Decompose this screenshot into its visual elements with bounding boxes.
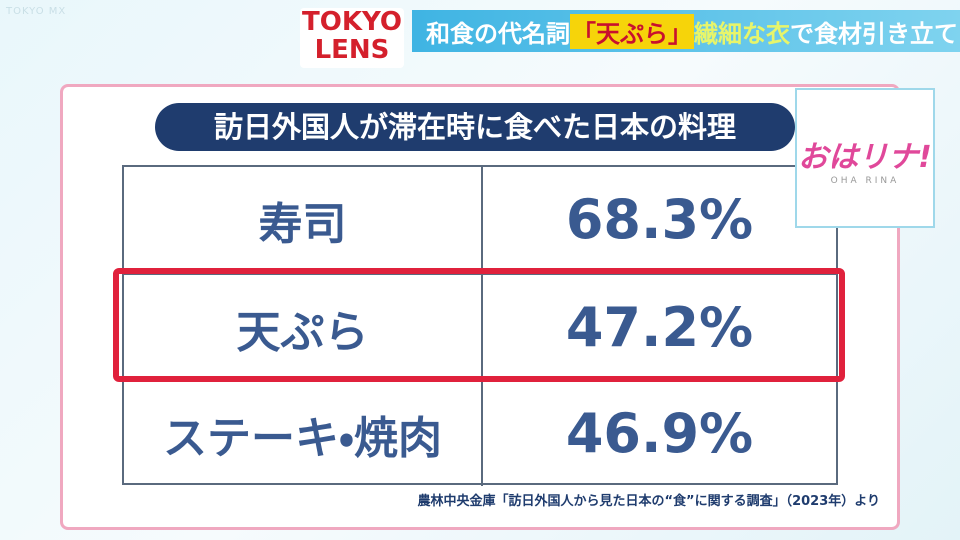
table-title: 訪日外国人が滞在時に食べた日本の料理 xyxy=(155,103,795,151)
program-logo: TOKYO LENS xyxy=(300,8,404,68)
show-subtitle: OHA RINA xyxy=(830,176,900,186)
percentage: 47.2% xyxy=(565,296,754,359)
logo-line: TOKYO xyxy=(302,7,402,37)
dish-name: 天ぷら xyxy=(124,275,483,380)
headline: 和食の代名詞 「天ぷら」 繊細な衣 で食材引き立て xyxy=(412,10,960,52)
headline-part: 「天ぷら」 xyxy=(570,13,694,49)
dish-name: ステーキ・焼肉 xyxy=(124,381,483,486)
table-row: 天ぷら 47.2% xyxy=(124,273,836,380)
watermark: TOKYO MX xyxy=(6,6,67,17)
dish-name: 寿司 xyxy=(124,167,483,272)
headline-part: 和食の代名詞 xyxy=(426,19,570,48)
table: 寿司 68.3% 天ぷら 47.2% ステーキ・焼肉 46.9% xyxy=(122,165,838,486)
panel xyxy=(60,84,900,530)
highlight-box xyxy=(113,268,845,382)
show-logo: おはリナ! OHA RINA xyxy=(795,88,935,228)
table-row: ステーキ・焼肉 46.9% xyxy=(124,379,836,486)
headline-part: で食材引き立て xyxy=(790,19,958,48)
headline-part: 繊細な衣 xyxy=(694,19,790,48)
percentage: 68.3% xyxy=(565,188,754,251)
logo-line: LENS xyxy=(314,35,390,65)
show-title: おはリナ! xyxy=(798,140,932,175)
percentage: 46.9% xyxy=(565,402,754,465)
source-note: 農林中央金庫「訪日外国人から見た日本の“食”に関する調査」（2023年）より xyxy=(417,494,880,509)
table-row: 寿司 68.3% xyxy=(124,167,836,272)
